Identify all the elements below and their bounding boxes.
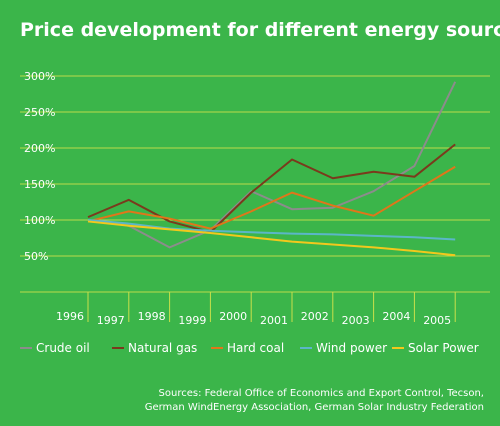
gridlines xyxy=(20,75,490,322)
y-tick-label: 50% xyxy=(24,250,48,263)
x-tick-label: 2001 xyxy=(260,314,288,327)
source-line-1: Sources: Federal Office of Economics and… xyxy=(159,388,484,399)
series-line xyxy=(87,143,456,234)
x-tick-label: 1998 xyxy=(138,310,166,323)
legend: Crude oil Natural gas Hard coal Wind power S… xyxy=(20,341,479,355)
chart-title: Price development for different energy s… xyxy=(20,19,500,41)
series-line xyxy=(87,219,456,241)
legend-label: Natural gas xyxy=(128,341,197,355)
y-tick-label: 150% xyxy=(24,178,55,191)
y-tick-label: 100% xyxy=(24,214,55,227)
x-axis-ticks: 1996 1997 1998 1999 2000 2001 2002 2003 2004 2005 xyxy=(56,310,451,327)
series-lines xyxy=(87,81,457,257)
x-tick-label: 2005 xyxy=(423,314,451,327)
x-tick-label: 2003 xyxy=(342,314,370,327)
legend-label: Hard coal xyxy=(227,341,284,355)
x-tick-label: 2000 xyxy=(219,310,247,323)
y-tick-label: 200% xyxy=(24,142,55,155)
x-tick-label: 1996 xyxy=(56,310,84,323)
series-line xyxy=(87,81,457,249)
series-line xyxy=(87,165,456,230)
legend-label: Wind power xyxy=(316,341,387,355)
legend-label: Crude oil xyxy=(36,341,90,355)
x-tick-label: 1999 xyxy=(178,314,206,327)
y-axis-ticks: 50% 100% 150% 200% 250% 300% xyxy=(24,70,55,263)
x-tick-label: 2002 xyxy=(301,310,329,323)
x-tick-label: 1997 xyxy=(97,314,125,327)
series-line xyxy=(87,220,456,257)
source-line-2: German WindEnergy Association, German So… xyxy=(145,402,484,413)
x-tick-label: 2004 xyxy=(382,310,410,323)
legend-label: Solar Power xyxy=(408,341,479,355)
y-tick-label: 250% xyxy=(24,106,55,119)
y-tick-label: 300% xyxy=(24,70,55,83)
